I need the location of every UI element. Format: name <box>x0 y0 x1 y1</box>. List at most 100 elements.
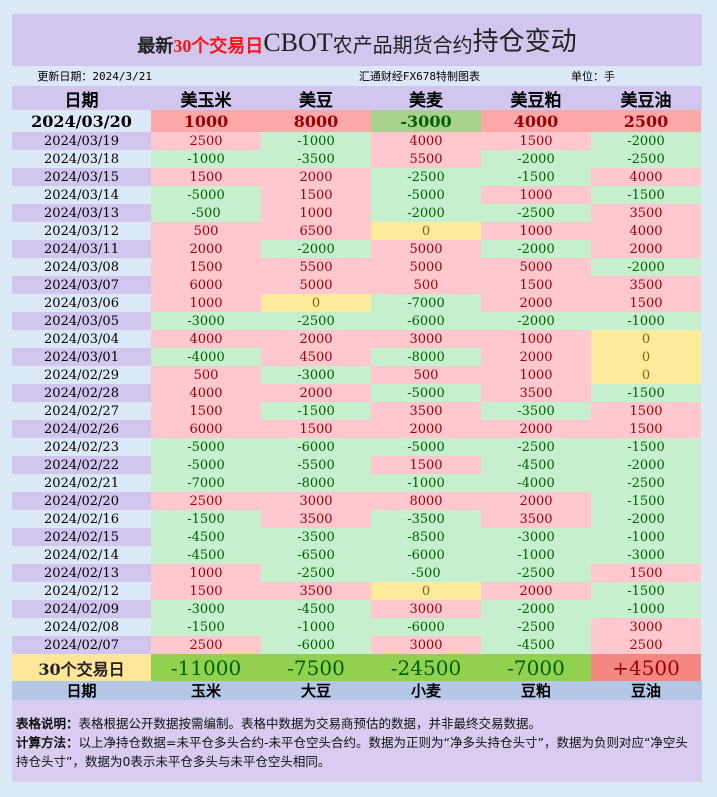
footer-date: 日期 <box>66 682 97 700</box>
table-row: 2024/03/06 1000 0 -7000 2000 1500 <box>12 294 702 312</box>
table-row: 2024/03/05 -3000 -2500 -6000 -2000 -1000 <box>12 312 702 330</box>
corn-cell: -1500 <box>151 618 261 636</box>
corn-cell: 500 <box>151 222 261 240</box>
corn-cell: -500 <box>151 204 261 222</box>
soyoil-cell: 1500 <box>591 402 701 420</box>
soymeal-cell: -2000 <box>481 240 591 258</box>
latest-wheat-cell: -3000 <box>371 110 481 132</box>
soybean-cell: -2500 <box>261 312 371 330</box>
date-cell: 2024/02/13 <box>12 564 151 582</box>
title-prefix: 最新 <box>137 36 174 56</box>
soyoil-cell: -1000 <box>591 528 701 546</box>
table-row: 2024/02/08 -1500 -1000 -6000 -2500 3000 <box>12 618 702 636</box>
title-highlight: 30个交易日 <box>173 36 264 56</box>
soymeal-cell: -2000 <box>481 150 591 168</box>
summary-corn-cell: -11000 <box>151 654 261 681</box>
table-row: 2024/02/26 6000 1500 2000 2000 1500 <box>12 420 702 438</box>
table-row: 2024/03/14 -5000 1500 -5000 1000 -1500 <box>12 186 702 204</box>
date-cell: 2024/03/18 <box>12 150 151 168</box>
soymeal-cell: -2500 <box>481 204 591 222</box>
date-cell: 2024/03/12 <box>12 222 151 240</box>
date-cell: 2024/03/19 <box>12 132 151 150</box>
soybean-cell: 5500 <box>261 258 371 276</box>
wheat-cell: 4000 <box>371 132 481 150</box>
summary-soymeal-cell: -7000 <box>481 654 591 681</box>
footer-row: 日期 玉米 大豆 小麦 豆粕 豆油 <box>12 681 702 700</box>
corn-cell: 1500 <box>151 402 261 420</box>
soyoil-cell: -2000 <box>591 456 701 474</box>
wheat-cell: 3500 <box>371 402 481 420</box>
corn-cell: 1000 <box>151 294 261 312</box>
wheat-cell: 8000 <box>371 492 481 510</box>
table-row: 2024/03/01 -4000 4500 -8000 2000 0 <box>12 348 702 366</box>
title-cbot: CBOT <box>263 28 333 57</box>
soyoil-cell: 1500 <box>591 420 701 438</box>
soyoil-cell: 3500 <box>591 276 701 294</box>
summary-row: 30个交易日 -11000 -7500 -24500 -7000 +4500 <box>12 654 702 681</box>
corn-cell: 1500 <box>151 168 261 186</box>
soymeal-cell: 3500 <box>481 384 591 402</box>
table-row: 2024/03/11 2000 -2000 5000 -2000 2000 <box>12 240 702 258</box>
table-row: 2024/03/12 500 6500 0 1000 4000 <box>12 222 702 240</box>
soymeal-cell: 1000 <box>481 330 591 348</box>
corn-cell: -1000 <box>151 150 261 168</box>
wheat-cell: -2500 <box>371 168 481 186</box>
date-cell: 2024/02/22 <box>12 456 151 474</box>
soyoil-cell: 0 <box>591 348 701 366</box>
update-date: 更新日期：2024/3/21 <box>37 70 152 83</box>
wheat-cell: 3000 <box>371 330 481 348</box>
corn-cell: 1500 <box>151 258 261 276</box>
corn-cell: -7000 <box>151 474 261 492</box>
soymeal-cell: -2500 <box>481 564 591 582</box>
soymeal-cell: -1000 <box>481 546 591 564</box>
soybean-cell: -6500 <box>261 546 371 564</box>
wheat-cell: -8000 <box>371 348 481 366</box>
table-row: 2024/02/28 4000 2000 -5000 3500 -1500 <box>12 384 702 402</box>
soybean-cell: 0 <box>261 294 371 312</box>
table-row: 2024/03/04 4000 2000 3000 1000 0 <box>12 330 702 348</box>
soybean-cell: -1000 <box>261 618 371 636</box>
note-description: 表格说明：表格根据公开数据按需编制。表格中数据为交易商预估的数据，并非最终交易数… <box>16 714 698 733</box>
soyoil-cell: 1500 <box>591 564 701 582</box>
table-row: 2024/02/15 -4500 -3500 -8500 -3000 -1000 <box>12 528 702 546</box>
soymeal-cell: 2000 <box>481 348 591 366</box>
soymeal-cell: -4500 <box>481 456 591 474</box>
corn-cell: 2500 <box>151 492 261 510</box>
date-cell: 2024/02/07 <box>12 636 151 654</box>
soymeal-cell: -2500 <box>481 438 591 456</box>
wheat-cell: -5000 <box>371 186 481 204</box>
table-row: 2024/02/12 1500 3500 0 2000 -1500 <box>12 582 702 600</box>
soyoil-cell: -1500 <box>591 582 701 600</box>
date-cell: 2024/02/09 <box>12 600 151 618</box>
date-cell: 2024/02/14 <box>12 546 151 564</box>
soybean-cell: -4500 <box>261 600 371 618</box>
soymeal-cell: -4000 <box>481 474 591 492</box>
soybean-cell: 1000 <box>261 204 371 222</box>
footer-soyoil: 豆油 <box>630 682 661 700</box>
soybean-cell: -1500 <box>261 402 371 420</box>
soybean-cell: -6000 <box>261 438 371 456</box>
soybean-cell: -3500 <box>261 150 371 168</box>
soymeal-cell: -3000 <box>481 528 591 546</box>
soymeal-cell: -3500 <box>481 402 591 420</box>
date-cell: 2024/02/21 <box>12 474 151 492</box>
date-cell: 2024/03/04 <box>12 330 151 348</box>
date-cell: 2024/03/13 <box>12 204 151 222</box>
wheat-cell: -6000 <box>371 546 481 564</box>
date-cell: 2024/02/08 <box>12 618 151 636</box>
table-row: 2024/02/23 -5000 -6000 -5000 -2500 -1500 <box>12 438 702 456</box>
corn-cell: 4000 <box>151 330 261 348</box>
corn-cell: -5000 <box>151 186 261 204</box>
date-cell: 2024/03/01 <box>12 348 151 366</box>
soyoil-cell: -1000 <box>591 600 701 618</box>
date-cell: 2024/02/23 <box>12 438 151 456</box>
wheat-cell: 5000 <box>371 258 481 276</box>
table-row: 2024/02/27 1500 -1500 3500 -3500 1500 <box>12 402 702 420</box>
corn-cell: -4500 <box>151 546 261 564</box>
table-row: 2024/02/16 -1500 3500 -3500 3500 -2000 <box>12 510 702 528</box>
table-row: 2024/02/29 500 -3000 500 1000 0 <box>12 366 702 384</box>
soyoil-cell: -3000 <box>591 546 701 564</box>
soyoil-cell: 4000 <box>591 168 701 186</box>
date-cell: 2024/02/15 <box>12 528 151 546</box>
soybean-cell: 3000 <box>261 492 371 510</box>
